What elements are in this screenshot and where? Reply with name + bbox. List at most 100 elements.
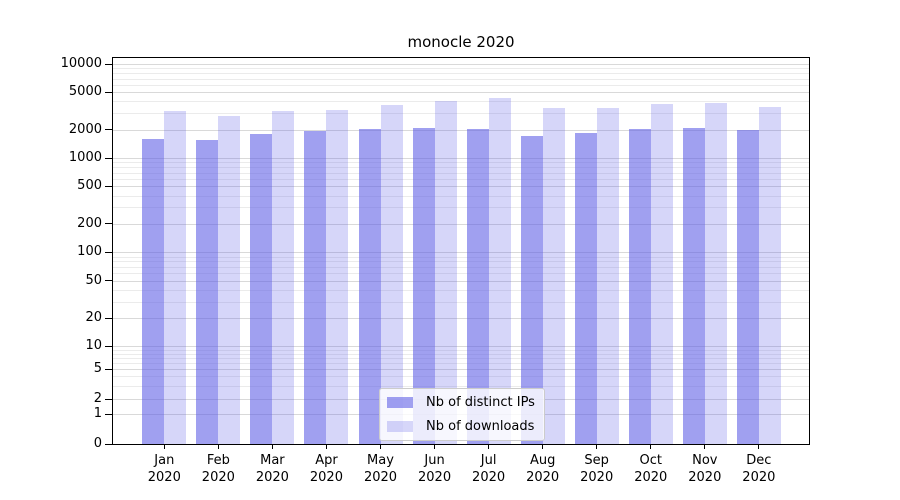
- major-gridline: [113, 346, 809, 348]
- legend-label-downloads: Nb of downloads: [426, 419, 535, 434]
- bar-downloads-aug: [542, 108, 565, 444]
- bar-downloads-dec: [758, 106, 781, 444]
- x-tick-mark: [380, 445, 381, 449]
- major-gridline: [113, 64, 809, 65]
- minor-gridline: [113, 301, 809, 303]
- major-gridline: [113, 92, 809, 94]
- y-tick-mark: [105, 368, 112, 370]
- x-tick-mark: [271, 445, 273, 449]
- y-tick-mark: [105, 251, 112, 253]
- x-tick-mark: [488, 445, 490, 449]
- x-tick-mark: [704, 445, 706, 449]
- minor-gridline: [113, 207, 809, 209]
- y-tick-mark: [105, 63, 112, 65]
- bar-downloads-feb: [218, 115, 241, 444]
- x-tick-label: Feb 2020: [201, 453, 235, 485]
- minor-gridline: [113, 78, 809, 80]
- y-tick-label: 20: [85, 310, 102, 326]
- y-tick-label: 100: [77, 244, 102, 260]
- legend-swatch-distinct-ips: [387, 397, 413, 408]
- bar-downloads-may: [380, 105, 403, 444]
- y-tick-label: 0: [93, 436, 102, 451]
- bar-distinct-ips-dec: [736, 129, 759, 444]
- bar-downloads-jan: [164, 111, 187, 444]
- y-tick-label: 5: [93, 361, 102, 376]
- y-tick-label: 2: [93, 391, 102, 406]
- minor-gridline: [113, 376, 809, 378]
- x-tick-label: Mar 2020: [255, 453, 289, 485]
- minor-gridline: [113, 349, 809, 351]
- bar-downloads-jun: [434, 100, 457, 444]
- minor-gridline: [113, 179, 809, 181]
- bar-distinct-ips-jul: [466, 128, 489, 444]
- y-tick-mark: [105, 223, 112, 225]
- minor-gridline: [113, 266, 809, 268]
- major-gridline: [113, 318, 809, 320]
- minor-gridline: [113, 84, 809, 86]
- minor-gridline: [113, 162, 809, 164]
- minor-gridline: [113, 195, 809, 197]
- y-tick-mark: [105, 91, 112, 93]
- y-tick-mark: [105, 317, 112, 319]
- y-tick-label: 2000: [68, 121, 102, 137]
- x-tick-mark: [217, 445, 219, 449]
- minor-gridline: [113, 172, 809, 174]
- y-tick-mark: [105, 413, 112, 415]
- y-tick-mark: [105, 280, 112, 282]
- chart-title: monocle 2020: [407, 33, 515, 51]
- major-gridline: [113, 223, 809, 225]
- major-gridline: [113, 369, 809, 370]
- y-tick-mark: [105, 345, 112, 347]
- x-tick-label: May 2020: [363, 453, 398, 485]
- y-tick-mark: [105, 185, 112, 187]
- minor-gridline: [113, 273, 809, 275]
- bar-distinct-ips-apr: [304, 130, 327, 444]
- bar-distinct-ips-nov: [682, 127, 705, 444]
- minor-gridline: [113, 256, 809, 258]
- y-tick-mark: [105, 443, 112, 445]
- x-tick-mark: [163, 445, 165, 449]
- bar-distinct-ips-feb: [196, 139, 219, 444]
- legend-row-distinct-ips: Nb of distinct IPs: [387, 395, 544, 410]
- y-tick-label: 500: [77, 178, 102, 194]
- minor-gridline: [113, 113, 809, 115]
- minor-gridline: [113, 385, 809, 387]
- minor-gridline: [113, 353, 809, 355]
- x-tick-label: Sep 2020: [580, 453, 614, 485]
- y-tick-label: 10: [85, 338, 102, 354]
- bar-downloads-jul: [488, 97, 511, 444]
- x-tick-mark: [325, 445, 327, 449]
- y-tick-label: 1: [93, 406, 102, 421]
- minor-gridline: [113, 73, 809, 75]
- minor-gridline: [113, 289, 809, 291]
- bar-downloads-sep: [596, 107, 619, 444]
- y-tick-mark: [105, 129, 112, 131]
- legend: Nb of distinct IPs Nb of downloads: [379, 388, 545, 441]
- x-tick-label: Jan 2020: [147, 453, 181, 485]
- x-tick-label: Jun 2020: [418, 453, 452, 485]
- major-gridline: [113, 129, 809, 131]
- bar-distinct-ips-aug: [520, 135, 543, 444]
- x-tick-label: Jul 2020: [472, 453, 506, 485]
- bar-distinct-ips-jun: [412, 128, 435, 444]
- y-tick-label: 1000: [68, 150, 102, 166]
- minor-gridline: [113, 101, 809, 103]
- y-tick-label: 10000: [60, 56, 102, 71]
- legend-row-downloads: Nb of downloads: [387, 419, 544, 434]
- major-gridline: [113, 186, 809, 188]
- legend-label-distinct-ips: Nb of distinct IPs: [426, 395, 535, 410]
- x-tick-label: Apr 2020: [309, 453, 343, 485]
- bars-layer: [113, 58, 809, 444]
- y-tick-label: 5000: [68, 84, 102, 100]
- minor-gridline: [113, 68, 809, 70]
- y-tick-mark: [105, 157, 112, 159]
- x-tick-label: Aug 2020: [526, 453, 560, 485]
- x-tick-mark: [650, 445, 652, 449]
- x-tick-mark: [758, 445, 760, 449]
- x-tick-label: Oct 2020: [634, 453, 668, 485]
- x-tick-mark: [596, 445, 598, 449]
- major-gridline: [113, 252, 809, 254]
- minor-gridline: [113, 167, 809, 169]
- bar-downloads-mar: [272, 110, 295, 444]
